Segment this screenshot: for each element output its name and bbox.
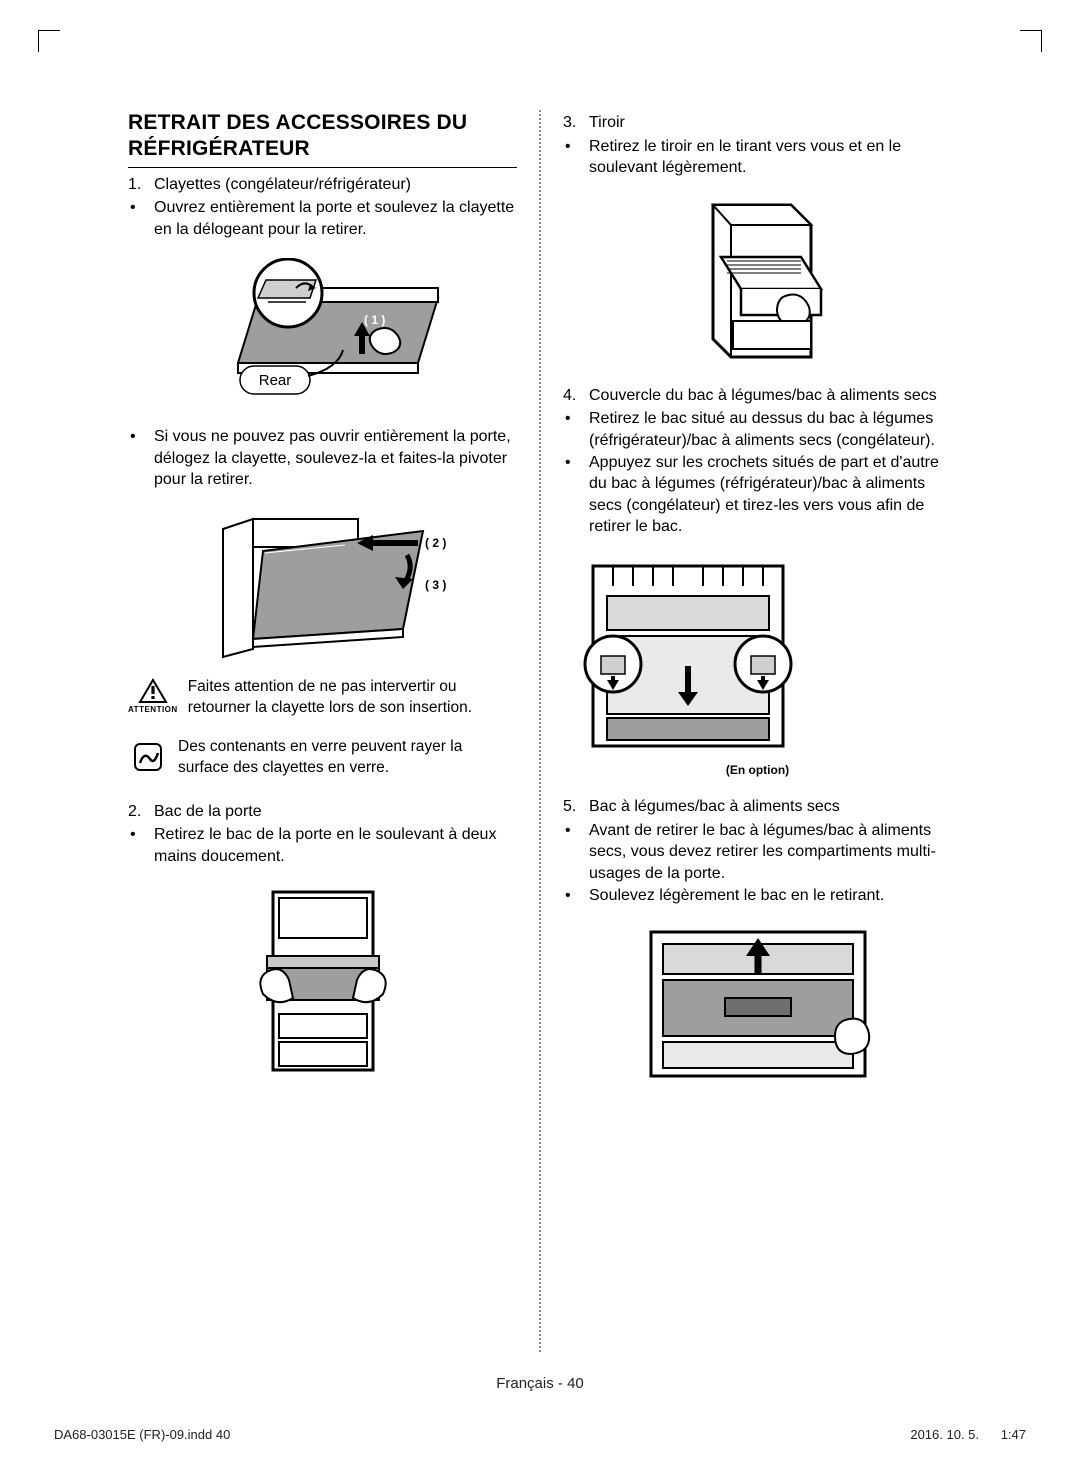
item-2-bullet-1: Retirez le bac de la porte en le souleva…: [154, 824, 517, 867]
item-4-bullet-2: Appuyez sur les crochets situés de part …: [589, 452, 952, 538]
footer-sep: -: [554, 1375, 567, 1392]
bullet-marker: •: [128, 824, 154, 867]
crisper-lift-illustration: [633, 924, 883, 1084]
item-5-bullet-2: Soulevez légèrement le bac en le retiran…: [589, 885, 884, 907]
attention-text: Faites attention de ne pas intervertir o…: [188, 677, 517, 719]
figure-shelf-rotate: ( 2 ) ( 3 ): [128, 509, 517, 659]
info-note: Des contenants en verre peuvent rayer la…: [128, 737, 517, 779]
item-5-number: 5.: [563, 796, 589, 818]
item-3-number: 3.: [563, 112, 589, 134]
crop-mark-tr: [1020, 30, 1042, 52]
item-5-bullet-1: Avant de retirer le bac à légumes/bac à …: [589, 820, 952, 885]
item-4: 4. Couvercle du bac à légumes/bac à alim…: [563, 385, 952, 538]
item-2: 2. Bac de la porte • Retirez le bac de l…: [128, 801, 517, 868]
fig2-step-2-label: ( 2 ): [425, 536, 446, 550]
item-1-bullet-1: Ouvrez entièrement la porte et soulevez …: [154, 197, 517, 240]
item-1-title: Clayettes (congélateur/réfrigérateur): [154, 174, 411, 196]
crop-mark-tl: [38, 30, 60, 52]
shelf-rotate-illustration: ( 2 ) ( 3 ): [193, 509, 453, 659]
page-content: RETRAIT DES ACCESSOIRES DU RÉFRIGÉRATEUR…: [120, 110, 960, 1352]
figure-drawer: [563, 197, 952, 367]
left-column: RETRAIT DES ACCESSOIRES DU RÉFRIGÉRATEUR…: [120, 110, 535, 1352]
item-3-bullet-1: Retirez le tiroir en le tirant vers vous…: [589, 136, 952, 179]
item-4-number: 4.: [563, 385, 589, 407]
crisper-cover-illustration: [563, 556, 813, 756]
item-2-number: 2.: [128, 801, 154, 823]
item-1-bullets-2: • Si vous ne pouvez pas ouvrir entièreme…: [128, 426, 517, 491]
footer-lang: Français: [496, 1375, 554, 1392]
fig1-step-1-label: ( 1 ): [364, 313, 385, 327]
section-title: RETRAIT DES ACCESSOIRES DU RÉFRIGÉRATEUR: [128, 110, 517, 168]
bullet-marker: •: [128, 197, 154, 240]
attention-icon: ATTENTION: [128, 677, 178, 717]
bullet-marker: •: [563, 136, 589, 179]
item-2-title: Bac de la porte: [154, 801, 262, 823]
item-1-bullet-2: Si vous ne pouvez pas ouvrir entièrement…: [154, 426, 517, 491]
item-4-title: Couvercle du bac à légumes/bac à aliment…: [589, 385, 937, 407]
item-1: 1. Clayettes (congélateur/réfrigérateur)…: [128, 174, 517, 241]
item-5-title: Bac à légumes/bac à aliments secs: [589, 796, 840, 818]
right-column: 3. Tiroir • Retirez le tiroir en le tira…: [545, 110, 960, 1352]
figure-crisper-cover: (En option): [563, 556, 952, 778]
attention-label: ATTENTION: [128, 705, 178, 716]
shelf-rear-illustration: ( 1 ) Rear: [188, 258, 458, 408]
item-5: 5. Bac à légumes/bac à aliments secs • A…: [563, 796, 952, 906]
item-3: 3. Tiroir • Retirez le tiroir en le tira…: [563, 112, 952, 179]
fig2-step-3-label: ( 3 ): [425, 578, 446, 592]
footer-right: 2016. 10. 5. 1:47: [910, 1426, 1026, 1444]
door-bin-illustration: [233, 886, 413, 1076]
footer-center: Français - 40: [0, 1374, 1080, 1394]
info-icon: [128, 737, 168, 777]
item-3-title: Tiroir: [589, 112, 625, 134]
bullet-marker: •: [563, 408, 589, 451]
bullet-marker: •: [128, 426, 154, 491]
figure-door-bin: [128, 886, 517, 1076]
figure-shelf-rear: ( 1 ) Rear: [128, 258, 517, 408]
fig1-rear-label: Rear: [258, 372, 291, 389]
item-1-number: 1.: [128, 174, 154, 196]
column-divider: [539, 110, 541, 1352]
attention-note: ATTENTION Faites attention de ne pas int…: [128, 677, 517, 719]
footer-left: DA68-03015E (FR)-09.indd 40: [54, 1426, 230, 1444]
item-4-bullet-1: Retirez le bac situé au dessus du bac à …: [589, 408, 952, 451]
bullet-marker: •: [563, 452, 589, 538]
drawer-illustration: [673, 197, 843, 367]
figure-crisper-lift: [563, 924, 952, 1084]
info-text: Des contenants en verre peuvent rayer la…: [178, 737, 517, 779]
figure-crisper-caption: (En option): [563, 762, 952, 778]
bullet-marker: •: [563, 820, 589, 885]
bullet-marker: •: [563, 885, 589, 907]
footer-page: 40: [567, 1375, 584, 1392]
